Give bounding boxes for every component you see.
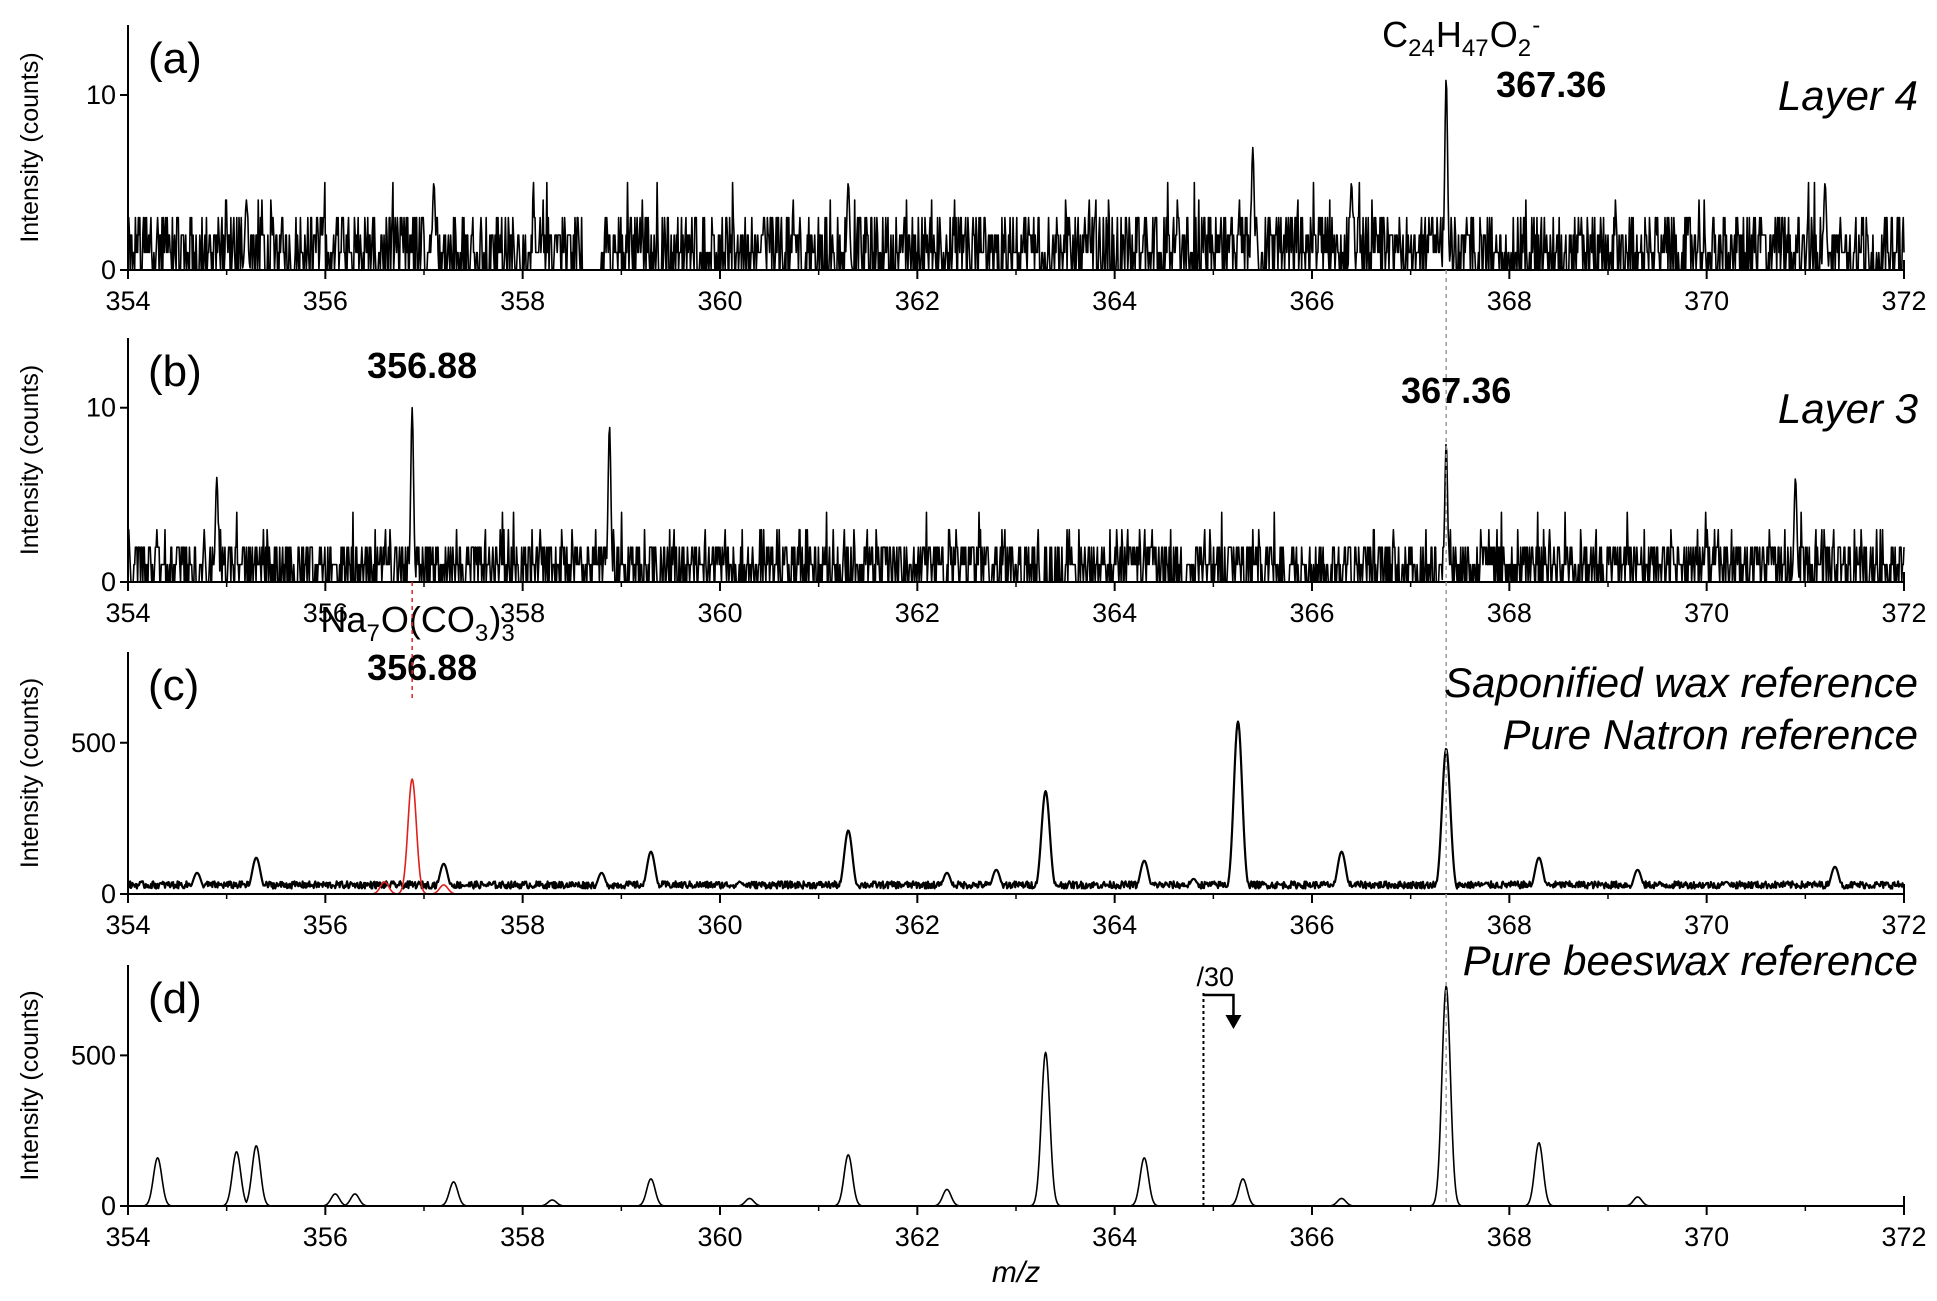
x-tick-label: 368	[1487, 1222, 1532, 1252]
x-tick-label: 354	[105, 1222, 150, 1252]
y-tick-label: 500	[71, 728, 116, 758]
x-tick-label: 366	[1289, 910, 1334, 940]
y-tick-label: 10	[86, 393, 116, 423]
panel-0: 354 356 358 360 362 364 366 368 370 372 0 10 Intensi…	[16, 12, 1927, 316]
x-tick-label: 356	[303, 598, 348, 628]
x-tick-label: 372	[1881, 1222, 1926, 1252]
x-tick-label: 360	[697, 286, 742, 316]
y-axis-label: Intensity (counts)	[16, 678, 44, 868]
panel-letter: (a)	[148, 34, 202, 83]
y-axis-label: Intensity (counts)	[16, 52, 44, 242]
x-tick-label: 366	[1289, 1222, 1334, 1252]
y-tick-label: 0	[101, 567, 116, 597]
x-tick-label: 360	[697, 598, 742, 628]
panel-letter: (d)	[148, 974, 202, 1023]
x-tick-label: 354	[105, 598, 150, 628]
x-tick-label: 366	[1289, 286, 1334, 316]
y-axis-label: Intensity (counts)	[16, 990, 44, 1180]
x-tick-label: 370	[1684, 598, 1729, 628]
y-axis-label: Intensity (counts)	[16, 365, 44, 555]
series-line-saponified-wax-reference	[127, 720, 1906, 890]
panel-3: 354 356 358 360 362 364 366 368 370 372 0 500 Intens…	[16, 937, 1927, 1252]
x-tick-label: 368	[1487, 598, 1532, 628]
peak-mz-label: 367.36	[1401, 370, 1511, 411]
y-tick-label: 0	[101, 1191, 116, 1221]
x-tick-label: 372	[1881, 286, 1926, 316]
x-tick-label: 360	[697, 1222, 742, 1252]
x-tick-label: 358	[500, 1222, 545, 1252]
x-axis-label: m/z	[992, 1256, 1040, 1289]
sample-label: Layer 4	[1778, 72, 1918, 119]
peak-mz-label: 367.36	[1496, 64, 1606, 105]
x-tick-label: 356	[303, 286, 348, 316]
y-tick-label: 0	[101, 255, 116, 285]
x-tick-label: 362	[895, 910, 940, 940]
x-tick-label: 372	[1881, 910, 1926, 940]
series-line-spectrum	[127, 406, 1905, 583]
scale-marker-label: /30	[1196, 962, 1234, 992]
x-tick-label: 360	[697, 910, 742, 940]
series-line-pure-natron-reference	[127, 778, 1905, 895]
x-tick-label: 364	[1092, 1222, 1137, 1252]
legend-entry: Saponified wax reference	[1444, 659, 1918, 706]
x-tick-label: 358	[500, 286, 545, 316]
x-tick-label: 370	[1684, 1222, 1729, 1252]
x-tick-label: 362	[895, 598, 940, 628]
x-tick-label: 364	[1092, 598, 1137, 628]
sample-label: Pure beeswax reference	[1463, 937, 1918, 984]
panel-letter: (b)	[148, 347, 202, 396]
peak-mz-label: 356.88	[367, 647, 477, 688]
x-tick-label: 370	[1684, 910, 1729, 940]
series-line-spectrum	[127, 985, 1905, 1207]
legend-entry: Pure Natron reference	[1502, 711, 1918, 758]
y-tick-label: 500	[71, 1040, 116, 1070]
formula-label: Na7 O(CO3 )3 -	[320, 597, 523, 647]
series-line-spectrum	[127, 79, 1905, 271]
peak-mz-label: 356.88	[367, 345, 477, 386]
x-tick-label: 354	[105, 286, 150, 316]
x-tick-label: 354	[105, 910, 150, 940]
y-tick-label: 10	[86, 80, 116, 110]
scale-arrow-line	[1203, 993, 1235, 1021]
panel-2: 354 356 358 360 362 364 366 368 370 372 0 500 Intens…	[16, 597, 1927, 940]
x-tick-label: 372	[1881, 598, 1926, 628]
scale-arrow-head	[1225, 1015, 1242, 1029]
x-tick-label: 364	[1092, 910, 1137, 940]
x-tick-label: 356	[303, 1222, 348, 1252]
x-tick-label: 368	[1487, 286, 1532, 316]
x-tick-label: 362	[895, 1222, 940, 1252]
x-tick-label: 370	[1684, 286, 1729, 316]
formula-label: C24 H47 O2 -	[1382, 12, 1540, 62]
panel-letter: (c)	[148, 661, 199, 710]
x-tick-label: 368	[1487, 910, 1532, 940]
sample-label: Layer 3	[1778, 385, 1918, 432]
x-tick-label: 366	[1289, 598, 1334, 628]
x-tick-label: 358	[500, 598, 545, 628]
x-tick-label: 362	[895, 286, 940, 316]
x-tick-label: 356	[303, 910, 348, 940]
x-tick-label: 364	[1092, 286, 1137, 316]
y-tick-label: 0	[101, 879, 116, 909]
x-tick-label: 358	[500, 910, 545, 940]
panel-1: 354 356 358 360 362 364 366 368 370 372 0 10 Intensi…	[16, 338, 1927, 628]
